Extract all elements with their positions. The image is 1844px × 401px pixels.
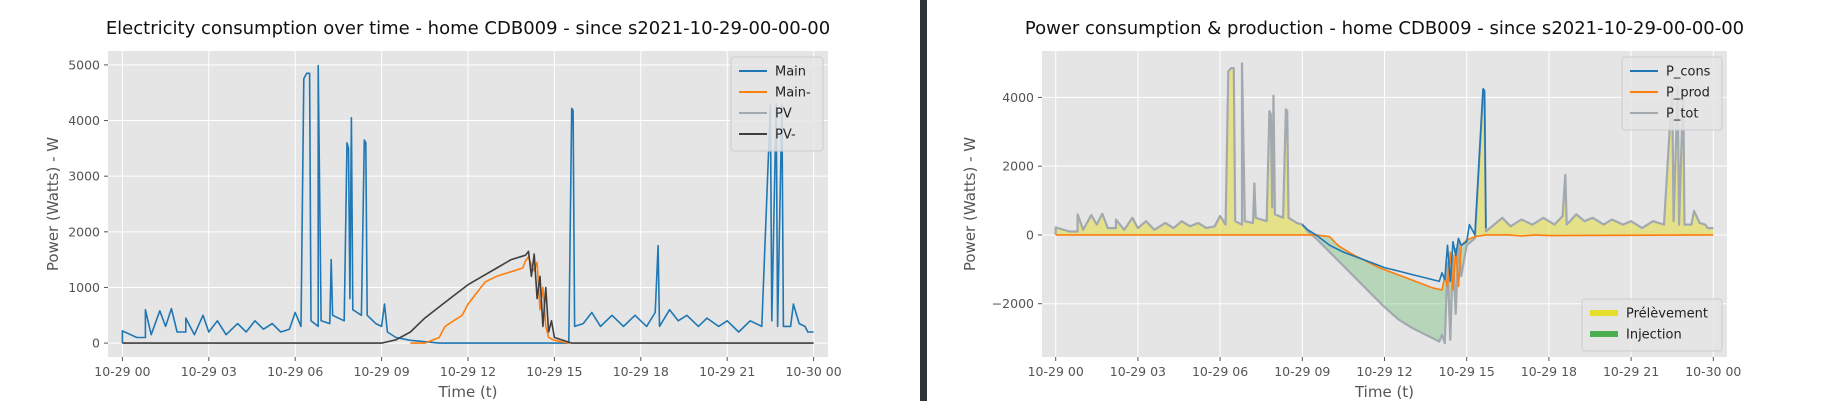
legend-label: Main- <box>775 86 811 101</box>
x-tick-label: 10-29 18 <box>613 364 669 379</box>
y-tick-label: 2000 <box>68 224 100 239</box>
x-tick-label: 10-29 00 <box>1028 364 1084 379</box>
y-tick-label: −2000 <box>992 296 1034 311</box>
series-line-main <box>121 64 814 344</box>
x-tick-label: 10-29 03 <box>1110 364 1166 379</box>
x-tick-label: 10-29 15 <box>526 364 582 379</box>
x-tick-label: 10-29 09 <box>353 364 409 379</box>
y-tick-label: 3000 <box>68 169 100 184</box>
x-axis-label: Time (t) <box>437 383 497 401</box>
legend-label: P_cons <box>1666 65 1711 80</box>
x-tick-label: 10-29 12 <box>440 364 496 379</box>
x-tick-label: 10-30 00 <box>785 364 841 379</box>
x-tick-label: 10-29 18 <box>1521 364 1577 379</box>
x-tick-label: 10-29 00 <box>94 364 150 379</box>
fill-legend-label: Prélèvement <box>1626 307 1708 322</box>
legend-box <box>730 56 824 152</box>
y-axis-label: Power (Watts) - W <box>44 137 62 271</box>
x-tick-label: 10-30 00 <box>1685 364 1741 379</box>
x-tick-label: 10-29 15 <box>1439 364 1495 379</box>
series-line-main- <box>410 256 569 344</box>
legend-box <box>1621 56 1723 131</box>
x-tick-label: 10-29 06 <box>1192 364 1248 379</box>
series-line-p-tot <box>1054 62 1714 345</box>
legend-label: Main <box>775 65 806 80</box>
y-tick-label: 5000 <box>68 57 100 72</box>
chart-1-svg: 10-29 00 10-29 03 10-29 06 10-29 09 10-29 12… <box>961 18 1744 401</box>
y-tick-label: 0 <box>92 336 100 351</box>
x-tick-label: 10-29 03 <box>181 364 237 379</box>
series-line-p-cons <box>1301 88 1487 283</box>
y-tick-label: 4000 <box>1002 90 1034 105</box>
legend-label: PV- <box>775 128 796 143</box>
legend-label: P_prod <box>1666 86 1710 101</box>
legend-label: PV <box>775 107 792 122</box>
fill-legend: Prélèvement Injection <box>1581 298 1723 352</box>
x-tick-label: 10-29 09 <box>1274 364 1330 379</box>
fill-legend-label: Injection <box>1626 328 1682 343</box>
chart-0-svg: 10-29 00 10-29 03 10-29 06 10-29 09 10-29 12… <box>44 18 842 401</box>
legend: Main Main- PV PV- <box>730 56 824 152</box>
x-tick-label: 10-29 21 <box>699 364 755 379</box>
x-tick-label: 10-29 06 <box>267 364 323 379</box>
x-axis-label: Time (t) <box>1354 383 1414 401</box>
series-line-pv- <box>122 250 814 344</box>
legend-label: P_tot <box>1666 107 1699 122</box>
injection-area <box>1055 234 1714 344</box>
chart-title: Power consumption & production - home CD… <box>1025 18 1744 39</box>
x-tick-label: 10-29 12 <box>1356 364 1412 379</box>
consumption-chart-panel: 10-29 00 10-29 03 10-29 06 10-29 09 10-29 12… <box>0 0 920 401</box>
legend: P_cons P_prod P_tot <box>1621 56 1723 131</box>
y-axis-label: Power (Watts) - W <box>961 137 979 271</box>
y-tick-label: 4000 <box>68 113 100 128</box>
x-tick-label: 10-29 21 <box>1603 364 1659 379</box>
chart-title: Electricity consumption over time - home… <box>106 18 830 39</box>
y-tick-label: 1000 <box>68 280 100 295</box>
balance-chart-panel: 10-29 00 10-29 03 10-29 06 10-29 09 10-29 12… <box>927 0 1844 401</box>
panel-divider[interactable] <box>920 0 927 401</box>
y-tick-label: 0 <box>1026 227 1034 242</box>
y-tick-label: 2000 <box>1002 159 1034 174</box>
